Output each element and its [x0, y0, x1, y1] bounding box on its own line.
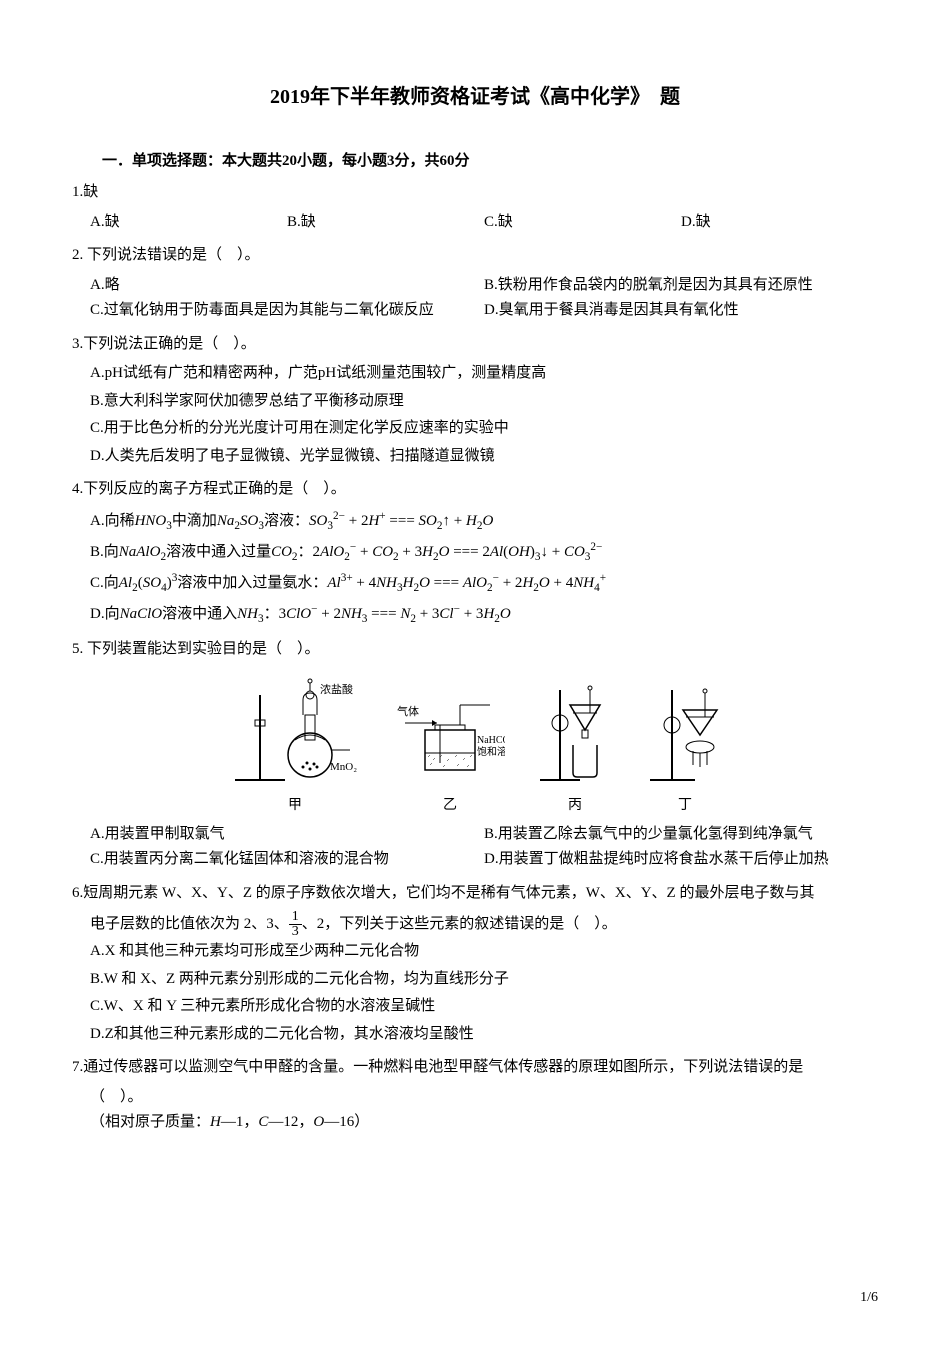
q5-opt-d: D.用装置丁做粗盐提纯时应将食盐水蒸干后停止加热	[484, 847, 878, 873]
q3-opt-b: B.意大利科学家阿伏加德罗总结了平衡移动原理	[90, 389, 878, 415]
q5-opt-a: A.用装置甲制取氯气	[90, 822, 484, 848]
label-nahco3-1: NaHCO₃	[477, 735, 505, 746]
q6-stem-1: 6.短周期元素 W、X、Y、Z 的原子序数依次增大，它们均不是稀有气体元素，W、…	[72, 881, 878, 907]
q6-opt-d: D.Z和其他三种元素形成的二元化合物，其水溶液均呈酸性	[90, 1022, 878, 1048]
q5-opt-b: B.用装置乙除去氯气中的少量氯化氢得到纯净氯气	[484, 822, 878, 848]
question-5: 5. 下列装置能达到实验目的是（ ）。 浓盐酸	[72, 637, 878, 873]
q1-opt-a: A.缺	[90, 210, 287, 236]
q3-opt-c: C.用于比色分析的分光光度计可用在测定化学反应速率的实验中	[90, 416, 878, 442]
label-hcl: 浓盐酸	[320, 682, 353, 696]
question-4: 4.下列反应的离子方程式正确的是（ ）。 A.向稀HNO3中滴加Na2SO3溶液…	[72, 477, 878, 629]
q7-stem-2: （ ）。	[90, 1085, 878, 1111]
page-number: 1/6	[860, 1290, 878, 1306]
q6-opt-b: B.W 和 X、Z 两种元素分别形成的二元化合物，均为直线形分子	[90, 967, 878, 993]
diagram-label-b: 乙	[395, 794, 505, 814]
diagram-ding: 丁	[645, 675, 725, 814]
q7-stem-3: （相对原子质量：H—1，C—12，O—16）	[90, 1110, 878, 1136]
q1-stem: 1.缺	[72, 180, 878, 206]
page-title: 2019年下半年教师资格证考试《高中化学》 题	[72, 80, 878, 109]
label-nahco3-2: 饱和溶液	[477, 745, 505, 758]
q6-opt-c: C.W、X 和 Y 三种元素所形成化合物的水溶液呈碱性	[90, 994, 878, 1020]
label-mno2: MnO₂	[330, 761, 357, 773]
q7-stem-1: 7.通过传感器可以监测空气中甲醛的含量。一种燃料电池型甲醛气体传感器的原理如图所…	[72, 1055, 878, 1081]
diagram-bing: 丙	[535, 675, 615, 814]
q1-opt-b: B.缺	[287, 210, 484, 236]
q3-stem: 3.下列说法正确的是（ ）。	[72, 332, 878, 358]
label-gas: 气体	[397, 704, 419, 718]
q3-opt-a: A.pH试纸有广范和精密两种，广范pH试纸测量范围较广，测量精度高	[90, 361, 878, 387]
q4-opt-b: B.向NaAlO2溶液中通入过量CO2：2AlO2− + CO2 + 3H2O …	[90, 538, 878, 567]
q1-opt-c: C.缺	[484, 210, 681, 236]
question-7: 7.通过传感器可以监测空气中甲醛的含量。一种燃料电池型甲醛气体传感器的原理如图所…	[72, 1055, 878, 1136]
q1-opt-d: D.缺	[681, 210, 878, 236]
q4-opt-a: A.向稀HNO3中滴加Na2SO3溶液：SO32− + 2H+ === SO2↑…	[90, 507, 878, 536]
question-3: 3.下列说法正确的是（ ）。 A.pH试纸有广范和精密两种，广范pH试纸测量范围…	[72, 332, 878, 470]
diagram-label-d: 丁	[645, 794, 725, 814]
q5-stem: 5. 下列装置能达到实验目的是（ ）。	[72, 637, 878, 663]
q4-stem: 4.下列反应的离子方程式正确的是（ ）。	[72, 477, 878, 503]
q5-opt-c: C.用装置丙分离二氧化锰固体和溶液的混合物	[90, 847, 484, 873]
q6-opt-a: A.X 和其他三种元素均可形成至少两种二元化合物	[90, 939, 878, 965]
q2-opt-c: C.过氧化钠用于防毒面具是因为其能与二氧化碳反应	[90, 298, 484, 324]
diagram-label-c: 丙	[535, 794, 615, 814]
q2-opt-a: A.略	[90, 273, 484, 299]
q2-stem: 2. 下列说法错误的是（ ）。	[72, 243, 878, 269]
q4-opt-d: D.向NaClO溶液中通入NH3：3ClO− + 2NH3 === N2 + 3…	[90, 600, 878, 629]
question-1: 1.缺 A.缺 B.缺 C.缺 D.缺	[72, 180, 878, 235]
q5-diagrams: 浓盐酸 MnO₂ 甲 气体 NaHCO₃	[72, 675, 878, 814]
q2-opt-d: D.臭氧用于餐具消毒是因其具有氧化性	[484, 298, 878, 324]
diagram-yi: 气体 NaHCO₃ 饱和溶液 乙	[395, 675, 505, 814]
question-6: 6.短周期元素 W、X、Y、Z 的原子序数依次增大，它们均不是稀有气体元素，W、…	[72, 881, 878, 1048]
q6-stem-2: 电子层数的比值依次为 2、3、13、2，下列关于这些元素的叙述错误的是（ ）。	[90, 910, 878, 939]
section-header: 一．单项选择题：本大题共20小题，每小题3分，共60分	[102, 149, 878, 170]
diagram-jia: 浓盐酸 MnO₂ 甲	[225, 675, 365, 814]
q3-opt-d: D.人类先后发明了电子显微镜、光学显微镜、扫描隧道显微镜	[90, 444, 878, 470]
q4-opt-c: C.向Al2(SO4)3溶液中加入过量氨水：Al3+ + 4NH3H2O ===…	[90, 569, 878, 598]
diagram-label-a: 甲	[225, 794, 365, 814]
question-2: 2. 下列说法错误的是（ ）。 A.略 B.铁粉用作食品袋内的脱氧剂是因为其具有…	[72, 243, 878, 324]
q2-opt-b: B.铁粉用作食品袋内的脱氧剂是因为其具有还原性	[484, 273, 878, 299]
